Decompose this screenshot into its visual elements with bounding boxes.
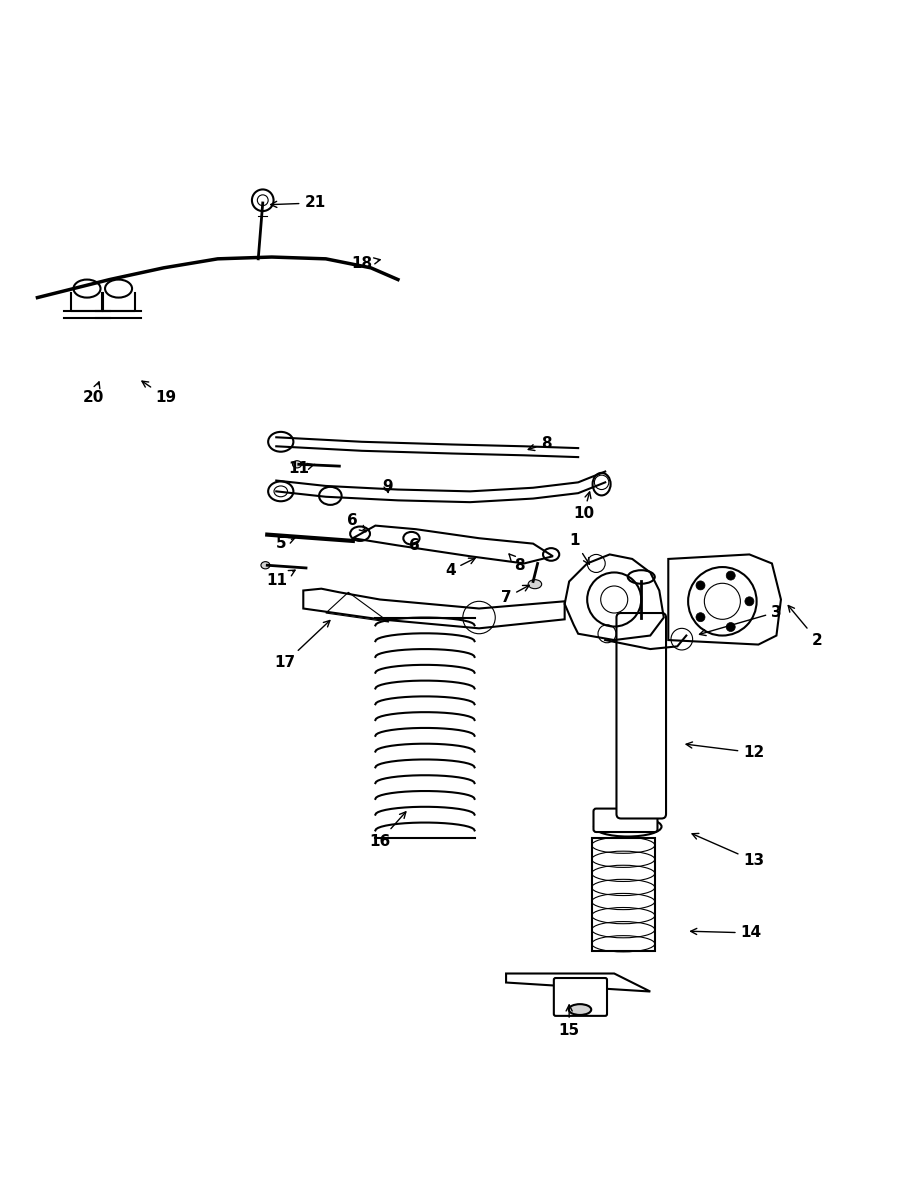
- Text: 10: 10: [573, 492, 593, 522]
- Text: 3: 3: [699, 604, 781, 635]
- Ellipse shape: [261, 561, 270, 568]
- Text: 7: 7: [500, 585, 528, 605]
- Circle shape: [725, 571, 734, 580]
- Ellipse shape: [293, 460, 302, 468]
- Circle shape: [695, 613, 704, 622]
- Text: 14: 14: [690, 926, 761, 940]
- Text: 16: 16: [368, 812, 405, 849]
- Text: 19: 19: [142, 381, 177, 405]
- Text: 15: 15: [558, 1005, 579, 1038]
- Text: 11: 11: [288, 462, 314, 476]
- Ellipse shape: [568, 1004, 591, 1016]
- Text: 12: 12: [685, 742, 764, 760]
- Text: 5: 5: [275, 536, 294, 552]
- Text: 9: 9: [381, 480, 392, 494]
- Ellipse shape: [627, 571, 654, 584]
- Text: 21: 21: [270, 195, 325, 211]
- Circle shape: [695, 580, 704, 590]
- FancyBboxPatch shape: [593, 808, 656, 832]
- Text: 1: 1: [569, 534, 589, 565]
- Text: 20: 20: [82, 381, 104, 405]
- Circle shape: [725, 622, 734, 632]
- Text: 11: 11: [266, 571, 294, 588]
- Text: 2: 2: [787, 605, 822, 647]
- Text: 13: 13: [692, 833, 764, 868]
- Ellipse shape: [527, 579, 541, 589]
- FancyBboxPatch shape: [554, 978, 606, 1016]
- Ellipse shape: [593, 817, 661, 837]
- Text: 4: 4: [444, 559, 475, 578]
- Text: 17: 17: [275, 621, 330, 670]
- Circle shape: [744, 597, 753, 605]
- FancyBboxPatch shape: [616, 613, 666, 819]
- Text: 8: 8: [527, 436, 552, 451]
- Text: 8: 8: [508, 554, 525, 573]
- Text: 6: 6: [408, 538, 419, 553]
- Text: 18: 18: [351, 255, 380, 271]
- Text: 6: 6: [347, 513, 366, 531]
